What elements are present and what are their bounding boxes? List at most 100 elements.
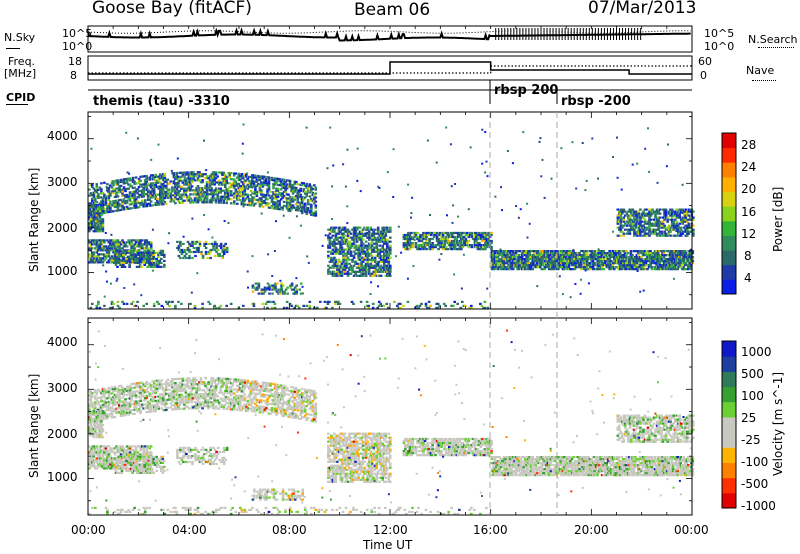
power-cell [116, 187, 120, 190]
power-cell [498, 260, 501, 263]
power-cell [358, 232, 362, 235]
power-cell [573, 262, 577, 265]
power-cell [389, 268, 392, 271]
power-cell [264, 196, 268, 199]
power-cell [236, 192, 239, 195]
power-cell [501, 256, 504, 259]
power-cell [116, 209, 120, 212]
power-cell [541, 158, 544, 161]
power-cell [348, 240, 351, 243]
power-cell [307, 261, 310, 264]
power-cell [638, 256, 642, 259]
power-cell [536, 254, 539, 257]
power-cell [333, 270, 336, 273]
power-cell [593, 262, 596, 265]
power-cell [622, 250, 625, 253]
power-cell [373, 232, 377, 235]
power-cell [128, 265, 131, 268]
power-cell [638, 258, 642, 261]
power-cell [290, 282, 294, 285]
power-cell [149, 200, 153, 203]
power-cell [381, 266, 384, 269]
power-cell [311, 193, 315, 197]
power-cell [496, 264, 500, 267]
power-cell [334, 252, 338, 255]
power-cell [584, 260, 587, 263]
power-cell [340, 234, 344, 237]
power-cell [210, 173, 213, 176]
power-cell [367, 242, 371, 245]
power-cell [113, 241, 117, 244]
power-cell [285, 183, 289, 186]
power-cell [569, 256, 572, 259]
power-cell [680, 268, 684, 271]
power-cell [650, 256, 654, 259]
power-cell [219, 195, 222, 198]
power-cell [137, 202, 141, 205]
power-cell [116, 181, 120, 184]
power-cell [233, 172, 236, 175]
power-cell [460, 231, 463, 235]
power-cell [575, 264, 578, 267]
power-cell [98, 228, 102, 231]
power-cell [281, 186, 284, 189]
power-cell [282, 204, 286, 207]
power-cell [364, 226, 368, 229]
power-cell [540, 262, 544, 265]
power-cell [145, 239, 148, 242]
power-cell [220, 197, 224, 200]
power-cell [440, 253, 443, 255]
power-cell [148, 202, 151, 205]
power-cell [133, 204, 136, 207]
power-cell [434, 231, 437, 235]
power-cell [379, 250, 383, 253]
power-cell [647, 266, 651, 269]
power-cell [290, 190, 293, 193]
power-cell [198, 189, 201, 192]
power-cell [282, 214, 285, 217]
power-cell [242, 205, 245, 208]
power-cell [357, 258, 360, 261]
power-cell [176, 246, 179, 250]
power-cell [160, 249, 163, 252]
power-cell [130, 261, 133, 264]
power-cell [100, 204, 103, 207]
power-cell [397, 225, 400, 228]
power-cell [94, 228, 97, 231]
power-cell [310, 207, 313, 210]
power-cell [629, 252, 633, 255]
power-cell [378, 248, 381, 251]
power-cell [346, 148, 349, 151]
power-cell [125, 245, 129, 248]
power-cell [475, 246, 478, 249]
power-cell [100, 249, 103, 252]
power-cell [223, 195, 227, 198]
power-cell [534, 266, 538, 269]
power-cell [446, 214, 448, 217]
power-cell [638, 268, 642, 271]
power-cell [529, 268, 533, 271]
power-cell [352, 254, 356, 257]
power-cell [179, 250, 182, 254]
power-cell [569, 250, 572, 253]
power-cell [202, 197, 206, 200]
power-cell [608, 268, 611, 271]
power-cell [517, 264, 521, 267]
power-cell [498, 252, 501, 255]
power-cell [431, 246, 434, 249]
power-cell [355, 262, 359, 265]
power-cell [275, 207, 278, 210]
power-cell [169, 194, 173, 197]
power-cell [135, 265, 139, 268]
power-cell [646, 256, 649, 259]
power-cell [267, 206, 271, 209]
power-cell [389, 250, 392, 253]
power-cell [649, 228, 653, 231]
power-cell [89, 247, 93, 250]
power-cell [251, 200, 254, 203]
power-cell [274, 288, 277, 291]
power-cell [597, 252, 601, 255]
power-cell [619, 210, 623, 213]
power-cell [383, 236, 386, 239]
power-cell [570, 258, 574, 261]
